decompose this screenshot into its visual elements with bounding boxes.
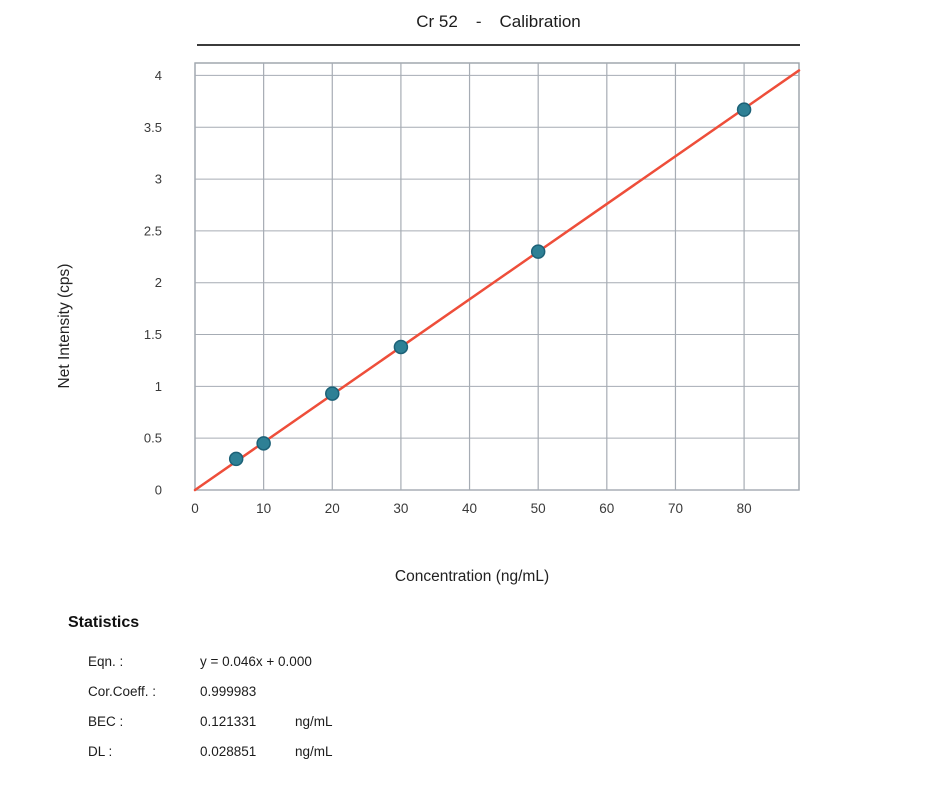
stat-row-correlation-coefficient: Cor.Coeff. : 0.999983 xyxy=(88,684,508,714)
chart-title: Cr 52 - Calibration xyxy=(197,12,800,32)
y-tick-label: 2 xyxy=(155,275,162,290)
y-tick-label: 1.5 xyxy=(144,327,162,342)
stat-value: 0.121331 xyxy=(200,714,257,729)
data-point-marker xyxy=(325,386,340,401)
y-tick-label: 0 xyxy=(155,483,162,498)
stat-row-equation: Eqn. : y = 0.046x + 0.000 xyxy=(88,654,508,684)
data-point-marker xyxy=(393,339,409,355)
y-tick-label: 4 xyxy=(155,68,162,83)
x-tick-label: 40 xyxy=(462,501,477,516)
y-tick-label: 0.5 xyxy=(144,431,162,446)
data-point-marker xyxy=(228,451,244,467)
title-separator: - xyxy=(475,12,482,31)
y-tick-label: 3.5 xyxy=(144,120,162,135)
stat-unit: ng/mL xyxy=(295,714,333,729)
stat-label: DL : xyxy=(88,744,113,759)
stat-value: 0.028851 xyxy=(200,744,257,759)
stat-label: Cor.Coeff. : xyxy=(88,684,157,699)
stat-value: 0.999983 xyxy=(200,684,257,699)
element-name-label: Cr 52 xyxy=(416,12,458,31)
calibration-fit-line xyxy=(193,69,801,492)
y-axis-title: Net Intensity (cps) xyxy=(56,263,73,389)
x-tick-label: 50 xyxy=(531,501,546,516)
stat-value: y = 0.046x + 0.000 xyxy=(200,654,312,669)
stat-label: BEC : xyxy=(88,714,124,729)
x-tick-label: 20 xyxy=(325,501,340,516)
x-tick-label: 80 xyxy=(737,501,752,516)
stat-row-bec: BEC : 0.121331 ng/mL xyxy=(88,714,508,744)
calibration-curve-chart: 0 10 20 30 40 50 60 70 80 0 0.5 1 1.5 2 2.5 3 3.5 4 xyxy=(144,62,801,516)
stat-row-detection-limit: DL : 0.028851 ng/mL xyxy=(88,744,508,774)
y-tick-label: 3 xyxy=(155,172,162,187)
x-axis-title: Concentration (ng/mL) xyxy=(394,568,550,585)
x-tick-label: 30 xyxy=(393,501,408,516)
x-tick-label: 10 xyxy=(256,501,271,516)
data-point-marker xyxy=(736,102,752,117)
y-tick-label: 2.5 xyxy=(144,223,162,238)
x-tick-label: 0 xyxy=(191,501,199,516)
data-point-marker xyxy=(256,436,271,451)
stat-label: Eqn. : xyxy=(88,654,124,669)
statistics-table: Eqn. : y = 0.046x + 0.000 Cor.Coeff. : 0… xyxy=(88,654,508,774)
data-point-marker xyxy=(530,244,546,259)
x-tick-label: 60 xyxy=(599,501,614,516)
title-underline xyxy=(197,44,800,46)
statistics-header: Statistics xyxy=(68,614,140,631)
y-tick-label: 1 xyxy=(155,379,162,394)
calibration-mode-label: Calibration xyxy=(499,12,581,31)
stat-unit: ng/mL xyxy=(295,744,333,759)
x-tick-label: 70 xyxy=(668,501,683,516)
